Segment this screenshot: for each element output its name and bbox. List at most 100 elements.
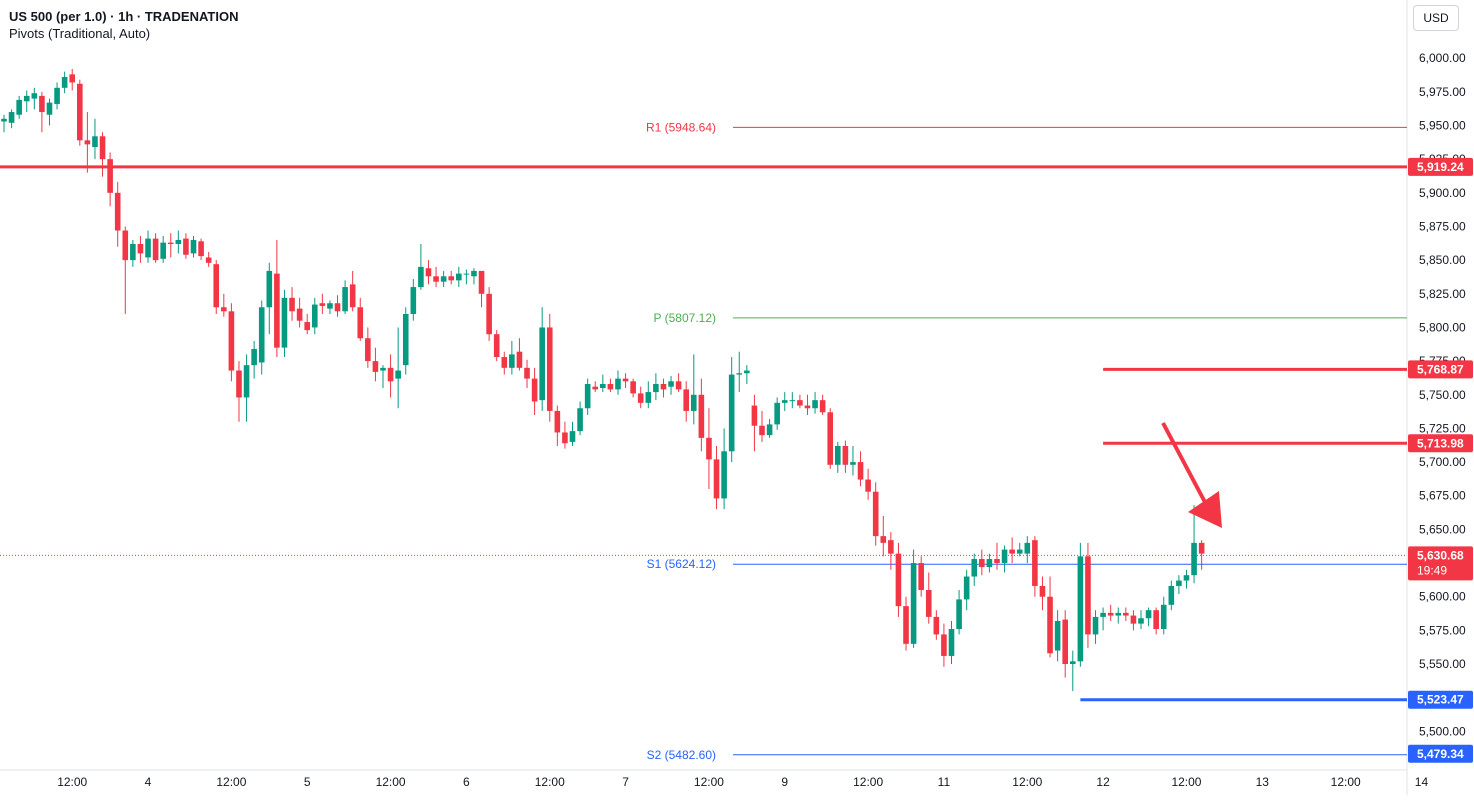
candle-body xyxy=(16,99,22,115)
candle-body xyxy=(501,357,508,368)
candle-body xyxy=(721,451,727,499)
candle-body xyxy=(395,370,401,379)
candle-body xyxy=(440,276,447,282)
candle-body xyxy=(531,378,538,402)
candle-body xyxy=(637,393,644,403)
candle-body xyxy=(456,273,462,281)
y-tick-label: 5,800.00 xyxy=(1419,320,1466,334)
candle-body xyxy=(213,264,220,308)
candle-body xyxy=(304,322,310,331)
candle-body xyxy=(827,412,834,465)
candle-body xyxy=(1092,616,1099,635)
candle-body xyxy=(675,381,682,390)
candle-body xyxy=(167,242,174,244)
candle-body xyxy=(1009,549,1015,554)
candle-body xyxy=(266,270,273,308)
candle-body xyxy=(145,238,151,258)
candle-body xyxy=(31,93,38,99)
candle-body xyxy=(819,400,826,413)
y-tick-label: 5,825.00 xyxy=(1419,287,1466,301)
candle-body xyxy=(524,367,530,379)
candle-body xyxy=(774,402,780,425)
candle-body xyxy=(493,334,500,358)
candle-body xyxy=(1138,618,1144,624)
x-tick-label: 12 xyxy=(1096,775,1110,789)
candle-body xyxy=(380,367,386,371)
level-axis-label: 5,713.98 xyxy=(1417,436,1464,450)
candle-body xyxy=(895,553,902,607)
candle-body xyxy=(23,95,30,102)
candle-body xyxy=(1100,612,1106,617)
candle-body xyxy=(198,241,204,257)
y-tick-label: 5,725.00 xyxy=(1419,421,1466,435)
candle-body xyxy=(1016,549,1023,554)
pivot-label: R1 (5948.64) xyxy=(646,120,716,134)
candle-body xyxy=(1183,575,1190,581)
indicator-title[interactable]: Pivots (Traditional, Auto) xyxy=(9,26,151,41)
candle-body xyxy=(54,87,60,104)
candle-body xyxy=(736,373,743,375)
candle-body xyxy=(342,287,348,312)
candle-body xyxy=(39,95,45,113)
candle-body xyxy=(448,276,455,281)
candle-body xyxy=(349,284,356,308)
candle-body xyxy=(296,308,303,321)
y-tick-label: 5,900.00 xyxy=(1419,186,1466,200)
candle-body xyxy=(516,351,523,368)
candle-body xyxy=(546,327,553,411)
candle-body xyxy=(1062,619,1068,665)
candle-body xyxy=(812,400,818,409)
candle-body xyxy=(319,303,326,306)
candle-body xyxy=(842,445,849,465)
chart-legend: US 500 (per 1.0) · 1h · TRADENATION Pivo… xyxy=(9,8,238,42)
candle-body xyxy=(706,437,712,460)
candle-body xyxy=(152,238,159,261)
candle-body xyxy=(910,563,917,644)
candle-body xyxy=(289,297,295,312)
level-axis-label: 5,768.87 xyxy=(1417,362,1464,376)
candle-body xyxy=(994,559,1000,564)
y-tick-label: 5,550.00 xyxy=(1419,657,1466,671)
x-tick-label: 5 xyxy=(304,775,311,789)
x-tick-label: 12:00 xyxy=(1012,775,1042,789)
candle-body xyxy=(888,540,894,554)
candle-body xyxy=(372,361,379,372)
candle-body xyxy=(365,338,371,362)
s2-axis-label: 5,479.34 xyxy=(1417,747,1464,761)
candle-body xyxy=(941,634,947,656)
symbol-title[interactable]: US 500 (per 1.0) · 1h · TRADENATION xyxy=(9,9,239,24)
candle-body xyxy=(258,307,265,363)
candle-body xyxy=(1168,585,1175,605)
candle-body xyxy=(137,243,144,254)
candle-body xyxy=(46,102,53,115)
candle-body xyxy=(1085,556,1091,635)
candle-body xyxy=(61,77,68,88)
y-tick-label: 5,875.00 xyxy=(1419,219,1466,233)
pivot-label: P (5807.12) xyxy=(654,311,717,325)
x-tick-label: 12:00 xyxy=(694,775,724,789)
candle-body xyxy=(84,140,91,145)
x-tick-label: 12:00 xyxy=(1171,775,1201,789)
level-axis-label: 5,919.24 xyxy=(1417,160,1464,174)
currency-button[interactable]: USD xyxy=(1413,5,1459,31)
level-axis-tag xyxy=(1408,360,1473,379)
candle-body xyxy=(205,257,212,263)
candle-body xyxy=(615,378,621,390)
candle-body xyxy=(1047,596,1053,654)
candle-body xyxy=(334,303,341,312)
candle-body xyxy=(584,383,591,409)
candle-body xyxy=(130,243,136,261)
candle-body xyxy=(1153,610,1159,630)
candle-body xyxy=(925,589,932,617)
candle-body xyxy=(1145,610,1152,619)
s2-axis-tag xyxy=(1408,744,1473,763)
candle-body xyxy=(690,394,697,411)
y-tick-label: 5,950.00 xyxy=(1419,119,1466,133)
candle-body xyxy=(630,381,636,394)
candle-body xyxy=(1107,612,1114,616)
candle-body xyxy=(418,266,424,288)
candle-body xyxy=(92,136,98,148)
candle-body xyxy=(1176,580,1182,586)
